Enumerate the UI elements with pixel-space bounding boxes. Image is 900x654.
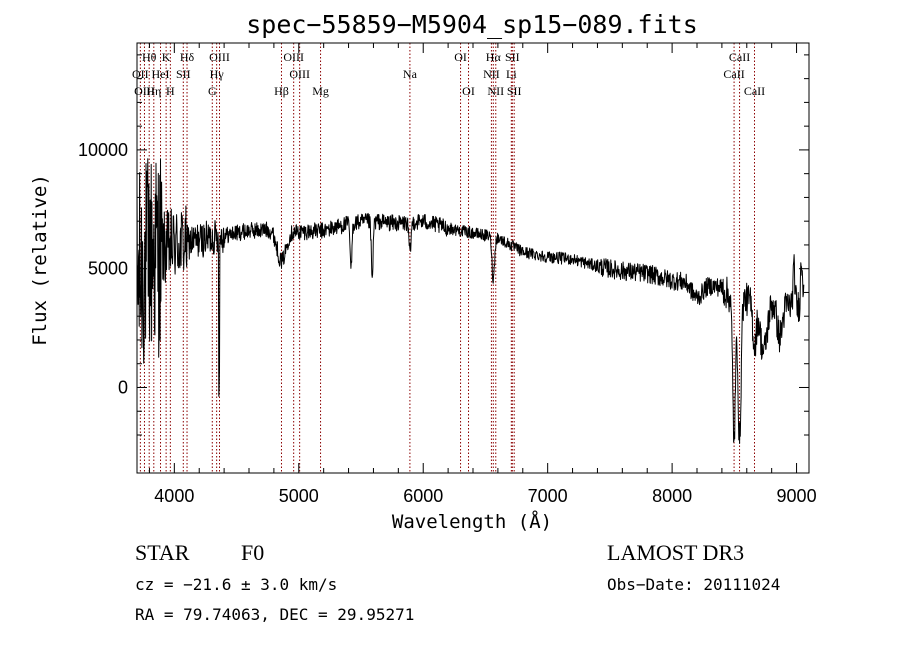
line-label: SII (176, 67, 191, 81)
line-label: OIII (289, 67, 310, 81)
line-label: Mg (312, 84, 329, 98)
x-axis-label: Wavelength (Å) (392, 510, 552, 533)
spectral-line-markers (139, 43, 755, 473)
line-label: G (208, 84, 217, 98)
line-label: K (162, 50, 171, 64)
x-tick-label: 4000 (154, 486, 194, 506)
line-label: Hδ (180, 50, 195, 64)
y-tick-label: 5000 (88, 259, 128, 279)
x-tick-label: 7000 (528, 486, 568, 506)
y-axis-label: Flux (relative) (29, 174, 51, 346)
axis-ticks: 4000 5000 6000 7000 8000 9000 0 5000 10000 (78, 43, 817, 506)
spectral-subclass: F0 (241, 540, 264, 565)
line-label: Hη (146, 84, 161, 98)
line-label: Hβ (274, 84, 289, 98)
line-label: OIII (209, 50, 230, 64)
y-tick-label: 10000 (78, 140, 128, 160)
line-label: OI (462, 84, 475, 98)
x-tick-label: 5000 (279, 486, 319, 506)
line-label: CaII (729, 50, 750, 64)
x-tick-label: 8000 (652, 486, 692, 506)
line-label: CaII (744, 84, 765, 98)
line-label: Na (403, 67, 418, 81)
line-label: Hγ (210, 67, 225, 81)
spectrum-line (136, 158, 805, 444)
plot-frame (136, 42, 810, 474)
redshift-text: cz = −21.6 ± 3.0 km/s (135, 575, 337, 594)
line-label: NII (483, 67, 500, 81)
obs-date: Obs−Date: 20111024 (607, 575, 780, 594)
line-label: NII (487, 84, 504, 98)
object-class: STAR (135, 540, 190, 565)
line-label: CaII (723, 67, 744, 81)
line-label: OIII (134, 84, 155, 98)
line-label: SII (507, 84, 522, 98)
chart-title: spec−55859−M5904_sp15−089.fits (246, 10, 698, 39)
line-label: Hα (486, 50, 502, 64)
coordinates: RA = 79.74063, DEC = 29.95271 (135, 605, 414, 624)
line-label: Li (506, 67, 517, 81)
line-label: OI (454, 50, 467, 64)
line-label: H (166, 84, 175, 98)
line-label: HeI (152, 67, 170, 81)
line-label: OII (132, 67, 149, 81)
y-tick-label: 0 (118, 377, 128, 397)
x-tick-label: 9000 (777, 486, 817, 506)
line-label: SII (505, 50, 520, 64)
x-tick-label: 6000 (403, 486, 443, 506)
survey-name: LAMOST DR3 (607, 540, 744, 565)
line-label: OIII (283, 50, 304, 64)
line-label: Hθ (142, 50, 157, 64)
